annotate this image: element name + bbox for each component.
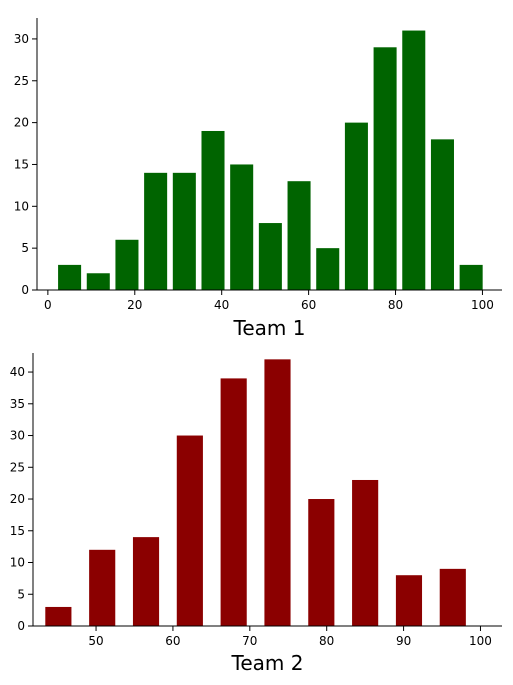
chart2-bar: [352, 479, 379, 626]
chart2-y-tick-label: 15: [10, 524, 25, 538]
chart2-bar: [264, 359, 291, 626]
chart1-bar: [115, 239, 139, 290]
chart2-y-tick-label: 20: [10, 492, 25, 506]
chart2-x-tick-label: 50: [88, 634, 103, 648]
chart1-x-tick-label: 80: [388, 298, 403, 312]
chart1-y-tick-label: 20: [14, 116, 29, 130]
chart1-bar: [373, 47, 397, 290]
chart1-bar: [402, 30, 426, 291]
chart2-bar: [395, 575, 423, 626]
chart2-bar: [308, 499, 335, 626]
chart2-y-tick-label: 35: [10, 397, 25, 411]
chart2-x-tick-label: 60: [165, 634, 180, 648]
chart2-y-tick-label: 0: [17, 619, 25, 633]
chart2-y-tick-label: 5: [17, 587, 25, 601]
chart1-x-tick-label: 0: [44, 298, 52, 312]
chart1-bar: [201, 130, 225, 290]
chart1-x-tick-label: 20: [127, 298, 142, 312]
chart2-x-tick-label: 80: [319, 634, 334, 648]
chart2-bar: [89, 549, 116, 626]
chart2-bar: [132, 537, 160, 626]
chart2-x-tick-label: 70: [242, 634, 257, 648]
chart1-bar: [459, 264, 483, 290]
chart1-bar: [172, 172, 196, 290]
chart1-bar: [287, 181, 311, 290]
chart2-x-axis-title: Team 2: [231, 651, 304, 675]
chart1-x-tick-label: 100: [471, 298, 494, 312]
chart1-x-tick-label: 60: [301, 298, 316, 312]
chart2-bar: [45, 606, 72, 626]
chart1-bar: [430, 139, 454, 290]
chart2-bar: [220, 378, 247, 626]
chart2-y-tick-label: 25: [10, 460, 25, 474]
chart2-x-tick-label: 90: [396, 634, 411, 648]
chart2-bar: [439, 568, 466, 626]
chart2-y-tick-label: 40: [10, 365, 25, 379]
chart1-y-tick-label: 15: [14, 157, 29, 171]
chart1-bar: [316, 248, 340, 290]
chart1-bar: [86, 273, 110, 290]
chart1-y-tick-label: 30: [14, 32, 29, 46]
chart1-bar: [58, 264, 82, 290]
chart2-y-tick-label: 10: [10, 556, 25, 570]
chart1-bar: [230, 164, 254, 290]
chart1-x-tick-label: 40: [214, 298, 229, 312]
chart2-y-tick-label: 30: [10, 429, 25, 443]
chart1-bar: [258, 223, 282, 290]
chart1-bar: [344, 122, 368, 291]
chart1-y-tick-label: 10: [14, 199, 29, 213]
chart1-y-tick-label: 0: [21, 283, 29, 297]
chart1-bar: [144, 172, 168, 290]
chart1-y-tick-label: 5: [21, 241, 29, 255]
chart1-y-tick-label: 25: [14, 74, 29, 88]
chart2-bar: [176, 435, 203, 626]
chart2-x-tick-label: 100: [469, 634, 492, 648]
chart1-x-axis-title: Team 1: [233, 316, 306, 340]
